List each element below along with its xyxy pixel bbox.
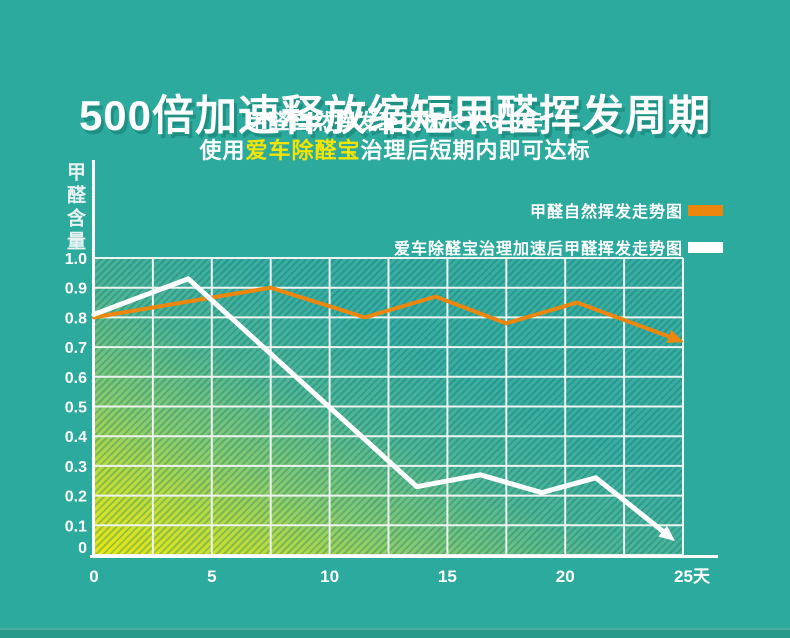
page-title: 500倍加速释放缩短甲醛挥发周期 [78, 92, 712, 140]
x-axis-tick-labels: 0 5 10 15 20 25天 [89, 567, 711, 586]
svg-text:1.0: 1.0 [65, 251, 87, 268]
y-axis-title: 甲醛含量 [64, 162, 85, 254]
subtitle2-highlight: 爱车除醛宝 [245, 138, 361, 163]
subtitle2-suffix: 治理后短期内即可达标 [360, 138, 591, 163]
svg-text:0.7: 0.7 [65, 340, 87, 357]
svg-text:0.1: 0.1 [65, 518, 87, 535]
svg-text:0.3: 0.3 [65, 459, 87, 476]
legend-swatch-white [688, 241, 723, 253]
y-axis-tick-labels: 1.0 0.9 0.8 0.7 0.6 0.5 0.4 0.3 0.2 0.1 0 [65, 251, 87, 557]
subtitle-line-1: 甲醛自然挥发至达标长达6-8年 [246, 111, 544, 134]
chart-legend: 甲醛自然挥发走势图 爱车除醛宝治理加速后甲醛挥发走势图 [394, 198, 723, 259]
svg-text:0: 0 [78, 540, 87, 557]
axes [90, 160, 718, 558]
svg-text:0.6: 0.6 [65, 370, 87, 387]
svg-text:10: 10 [320, 567, 339, 586]
svg-text:5: 5 [207, 567, 216, 586]
legend-label: 爱车除醛宝治理加速后甲醛挥发走势图 [393, 241, 683, 258]
legend-item-natural: 甲醛自然挥发走势图 [530, 198, 723, 222]
subtitle-line-2: 使用爱车除醛宝治理后短期内即可达标 [0, 133, 790, 165]
svg-text:0.9: 0.9 [65, 281, 87, 298]
svg-text:0.8: 0.8 [65, 310, 87, 327]
svg-text:0.4: 0.4 [65, 429, 87, 446]
legend-label: 甲醛自然挥发走势图 [529, 204, 683, 221]
legend-item-treated: 爱车除醛宝治理加速后甲醛挥发走势图 [394, 235, 723, 259]
svg-text:0.5: 0.5 [65, 400, 87, 417]
series-line-1 [91, 276, 676, 542]
svg-text:0.2: 0.2 [65, 489, 87, 506]
svg-text:25天: 25天 [674, 567, 711, 586]
series-line-0 [92, 285, 684, 344]
svg-text:15: 15 [438, 567, 457, 586]
footer-band [0, 628, 790, 638]
svg-text:0: 0 [89, 567, 98, 586]
svg-text:20: 20 [556, 567, 575, 586]
subtitle2-prefix: 使用 [199, 138, 246, 163]
legend-swatch-orange [688, 204, 723, 216]
